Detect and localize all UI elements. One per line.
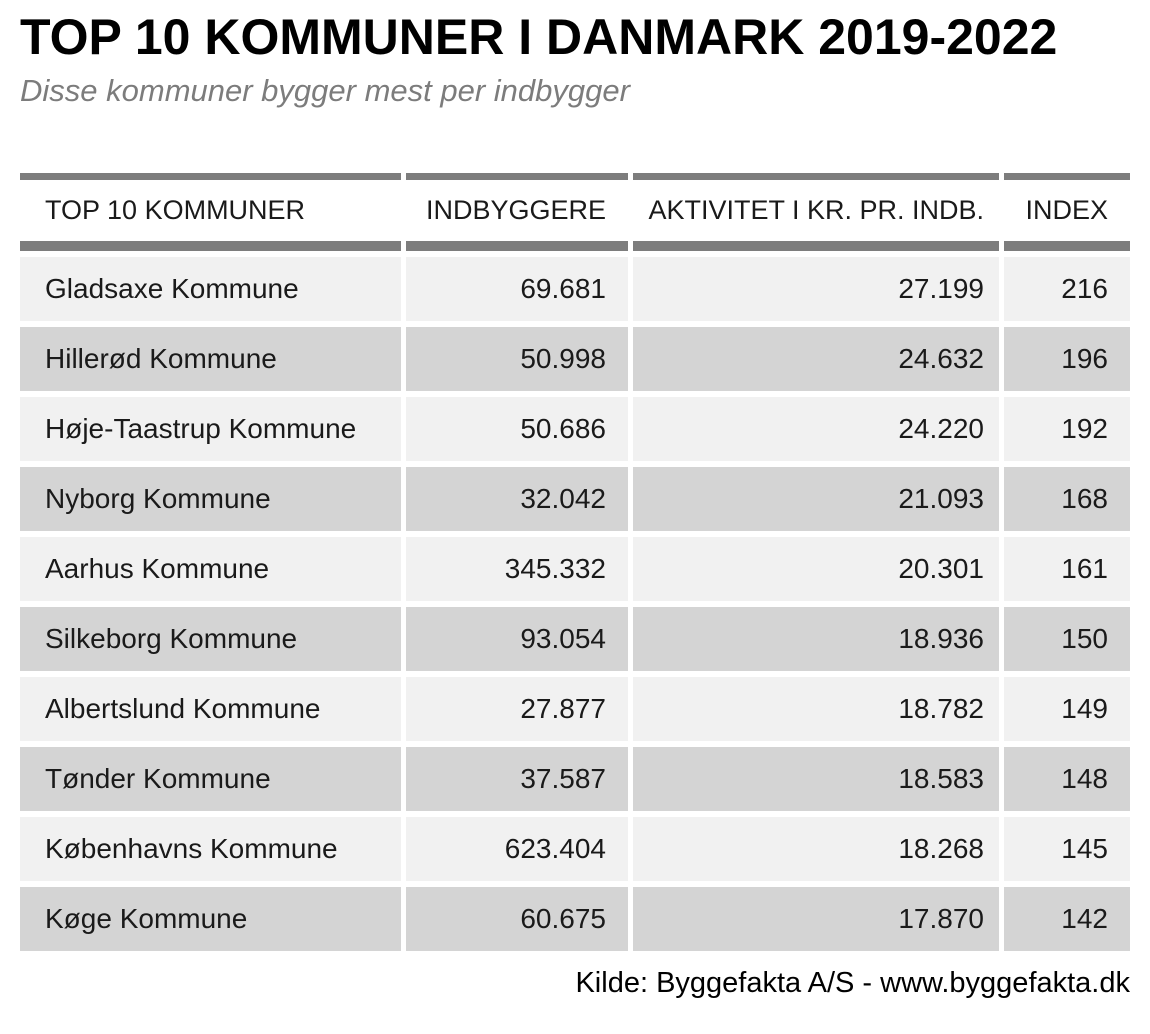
cell-kommune: Københavns Kommune [20,817,401,882]
cell-kommune: Nyborg Kommune [20,467,401,532]
cell-aktivitet: 18.782 [633,677,999,742]
table-row: Aarhus Kommune 345.332 20.301 161 [20,537,1130,602]
page-subtitle: Disse kommuner bygger mest per indbygger [20,73,630,108]
cell-aktivitet: 20.301 [633,537,999,602]
cell-kommune: Gladsaxe Kommune [20,257,401,322]
cell-aktivitet: 24.632 [633,327,999,392]
cell-index: 145 [1004,817,1130,882]
cell-index: 196 [1004,327,1130,392]
table-row: Københavns Kommune 623.404 18.268 145 [20,817,1130,882]
cell-kommune: Aarhus Kommune [20,537,401,602]
cell-indbyggere: 623.404 [406,817,628,882]
cell-index: 216 [1004,257,1130,322]
cell-aktivitet: 18.583 [633,747,999,812]
table-row: Høje-Taastrup Kommune 50.686 24.220 192 [20,397,1130,462]
cell-index: 148 [1004,747,1130,812]
table-header-row: TOP 10 KOMMUNER INDBYGGERE AKTIVITET I K… [20,173,1130,252]
cell-index: 161 [1004,537,1130,602]
table-row: Albertslund Kommune 27.877 18.782 149 [20,677,1130,742]
table-row: Gladsaxe Kommune 69.681 27.199 216 [20,257,1130,322]
top10-table: TOP 10 KOMMUNER INDBYGGERE AKTIVITET I K… [20,173,1130,952]
table-row: Tønder Kommune 37.587 18.583 148 [20,747,1130,812]
cell-kommune: Hillerød Kommune [20,327,401,392]
table-row: Hillerød Kommune 50.998 24.632 196 [20,327,1130,392]
cell-indbyggere: 32.042 [406,467,628,532]
cell-indbyggere: 50.998 [406,327,628,392]
cell-aktivitet: 24.220 [633,397,999,462]
cell-aktivitet: 17.870 [633,887,999,952]
cell-indbyggere: 60.675 [406,887,628,952]
cell-kommune: Albertslund Kommune [20,677,401,742]
cell-aktivitet: 18.268 [633,817,999,882]
cell-aktivitet: 21.093 [633,467,999,532]
cell-aktivitet: 27.199 [633,257,999,322]
cell-indbyggere: 27.877 [406,677,628,742]
cell-indbyggere: 93.054 [406,607,628,672]
column-header-aktivitet: AKTIVITET I KR. PR. INDB. [633,173,999,252]
table-row: Silkeborg Kommune 93.054 18.936 150 [20,607,1130,672]
source-note: Kilde: Byggefakta A/S - www.byggefakta.d… [575,967,1130,1000]
column-header-indbyggere: INDBYGGERE [406,173,628,252]
cell-kommune: Høje-Taastrup Kommune [20,397,401,462]
cell-aktivitet: 18.936 [633,607,999,672]
page-title: TOP 10 KOMMUNER I DANMARK 2019-2022 [20,9,1058,65]
cell-index: 150 [1004,607,1130,672]
cell-kommune: Tønder Kommune [20,747,401,812]
cell-index: 168 [1004,467,1130,532]
table-body: Gladsaxe Kommune 69.681 27.199 216 Hillerød … [20,257,1130,952]
cell-kommune: Silkeborg Kommune [20,607,401,672]
cell-indbyggere: 37.587 [406,747,628,812]
cell-index: 192 [1004,397,1130,462]
cell-indbyggere: 345.332 [406,537,628,602]
column-header-kommuner: TOP 10 KOMMUNER [20,173,401,252]
column-header-index: INDEX [1004,173,1130,252]
cell-index: 142 [1004,887,1130,952]
table-row: Nyborg Kommune 32.042 21.093 168 [20,467,1130,532]
infographic-page: TOP 10 KOMMUNER I DANMARK 2019-2022 Diss… [0,8,1150,1034]
table-row: Køge Kommune 60.675 17.870 142 [20,887,1130,952]
cell-indbyggere: 69.681 [406,257,628,322]
cell-indbyggere: 50.686 [406,397,628,462]
cell-index: 149 [1004,677,1130,742]
cell-kommune: Køge Kommune [20,887,401,952]
